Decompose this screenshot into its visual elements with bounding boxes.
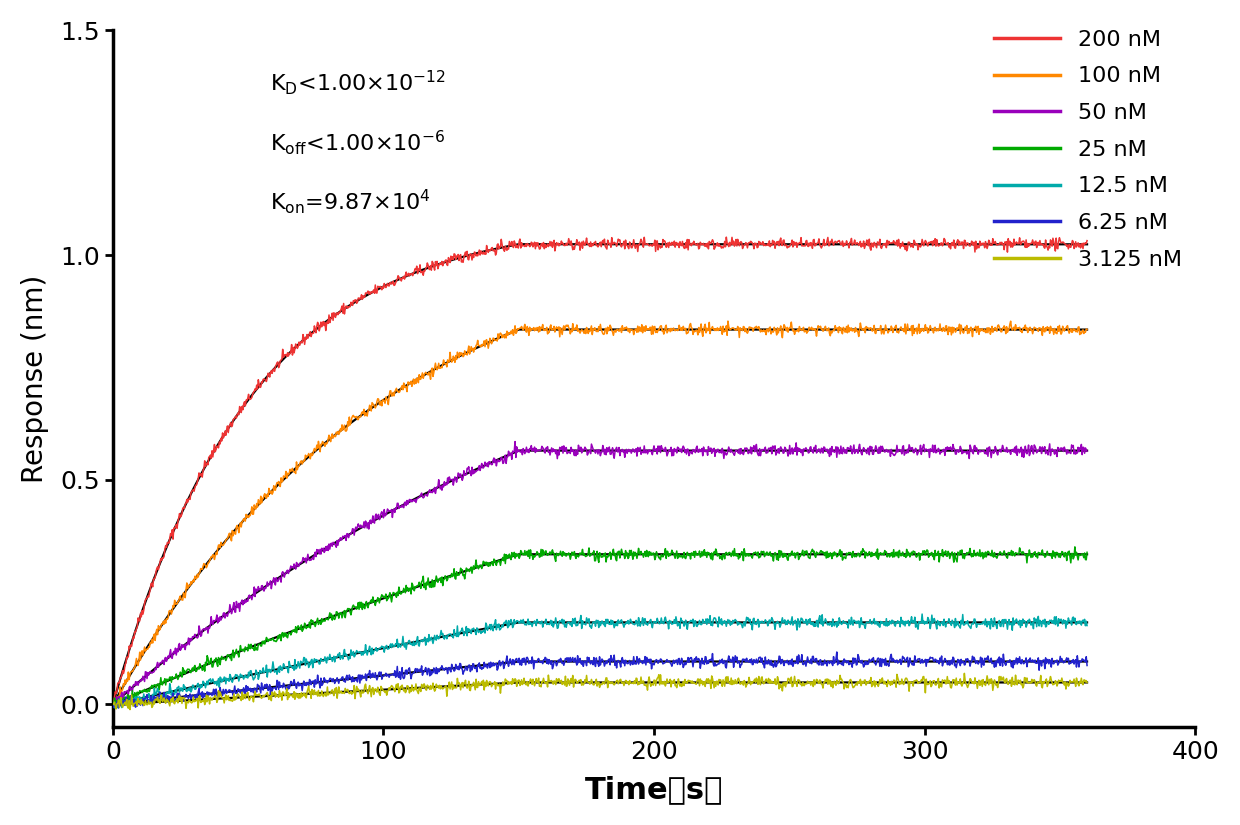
Text: K$_\mathregular{on}$=9.87×10$^{\mathregular{4}}$: K$_\mathregular{on}$=9.87×10$^{\mathregu… [270, 187, 430, 216]
Text: K$_\mathregular{D}$<1.00×10$^{\mathregular{-12}}$: K$_\mathregular{D}$<1.00×10$^{\mathregul… [270, 68, 446, 97]
X-axis label: Time（s）: Time（s） [585, 776, 723, 804]
Text: K$_\mathregular{off}$<1.00×10$^{\mathregular{-6}}$: K$_\mathregular{off}$<1.00×10$^{\mathreg… [270, 128, 445, 157]
Y-axis label: Response (nm): Response (nm) [21, 275, 48, 483]
Legend: 200 nM, 100 nM, 50 nM, 25 nM, 12.5 nM, 6.25 nM, 3.125 nM: 200 nM, 100 nM, 50 nM, 25 nM, 12.5 nM, 6… [985, 21, 1190, 279]
